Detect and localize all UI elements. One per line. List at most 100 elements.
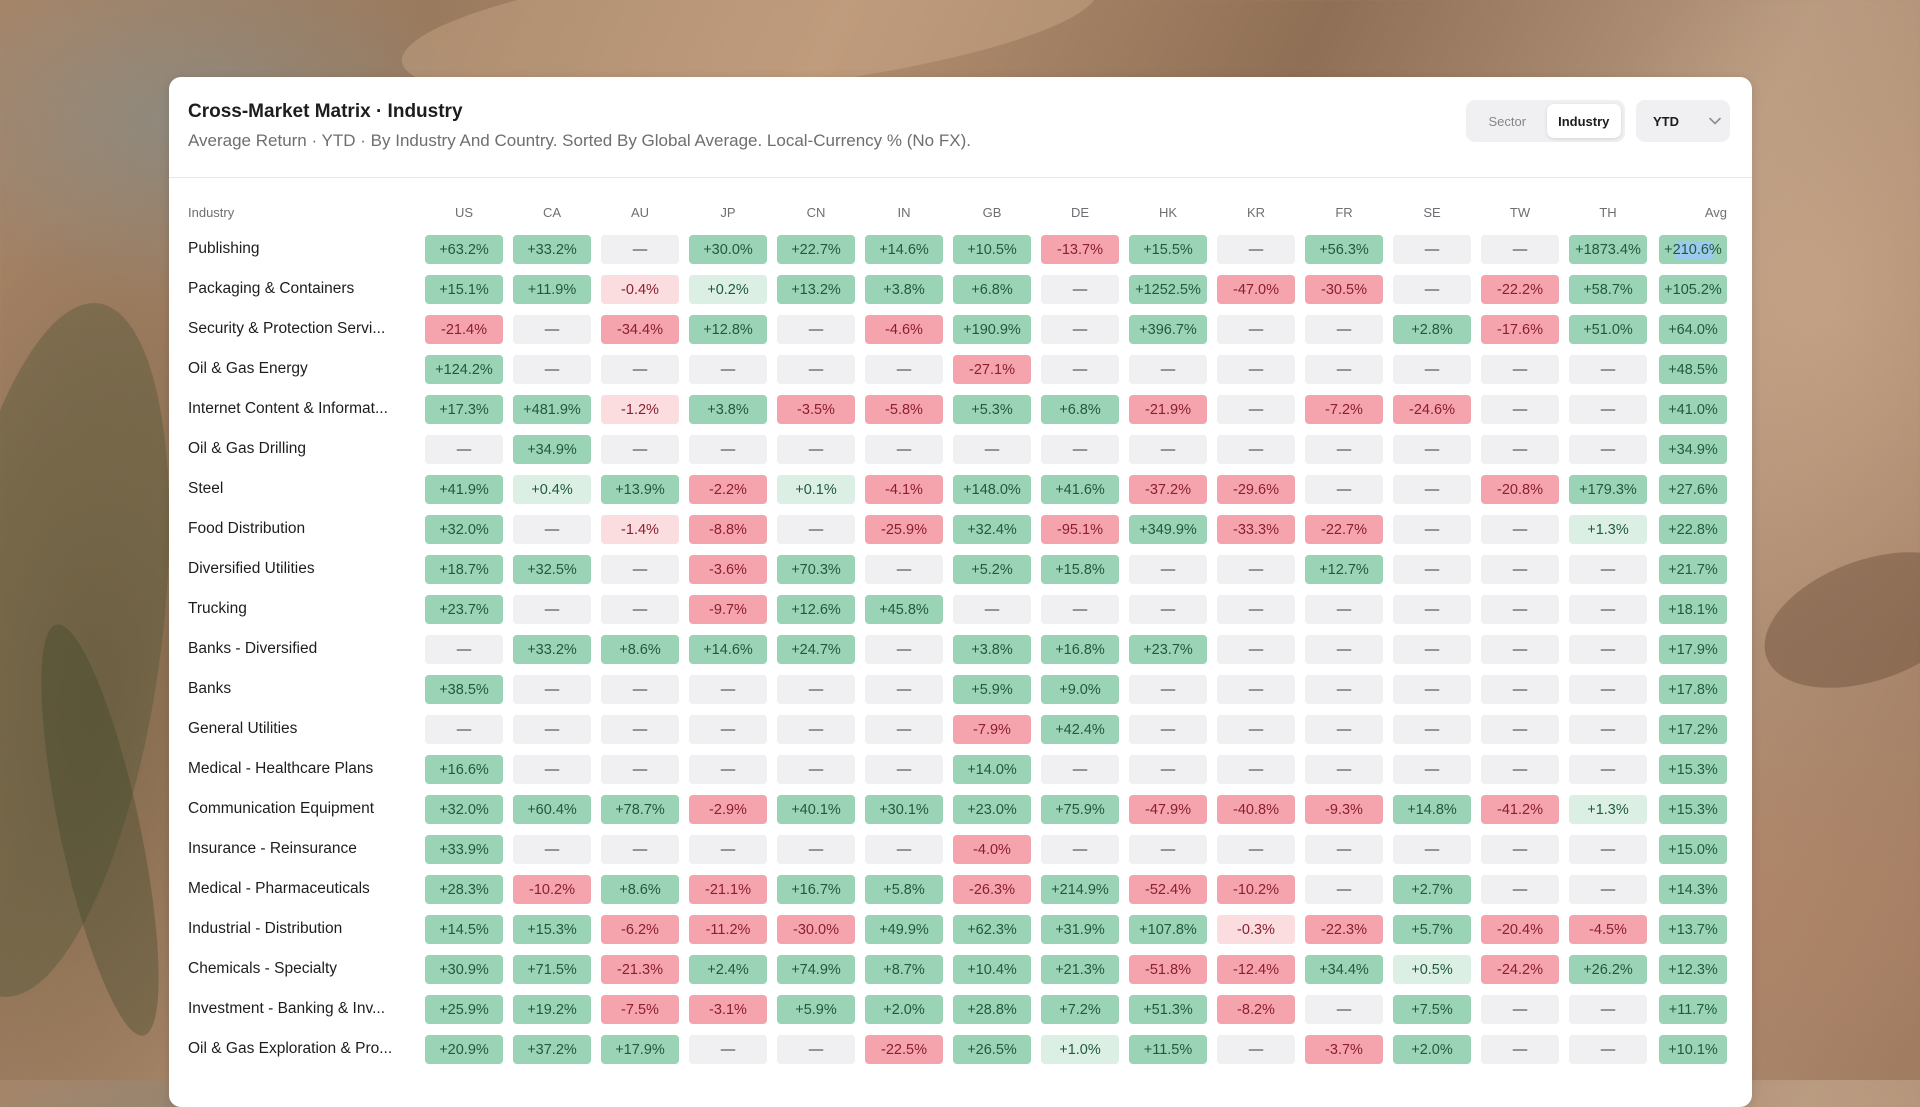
value-cell[interactable]: +12.7% bbox=[1305, 555, 1383, 584]
value-cell[interactable]: — bbox=[1217, 555, 1295, 584]
value-cell[interactable]: -27.1% bbox=[953, 355, 1031, 384]
value-cell[interactable]: +2.8% bbox=[1393, 315, 1471, 344]
value-cell[interactable]: — bbox=[1481, 555, 1559, 584]
value-cell[interactable]: +26.5% bbox=[953, 1035, 1031, 1064]
value-cell[interactable]: +15.5% bbox=[1129, 235, 1207, 264]
column-header-se[interactable]: SE bbox=[1423, 205, 1441, 220]
value-cell[interactable]: — bbox=[1481, 875, 1559, 904]
column-header-kr[interactable]: KR bbox=[1246, 205, 1266, 220]
value-cell[interactable]: -0.4% bbox=[601, 275, 679, 304]
value-cell[interactable]: — bbox=[601, 675, 679, 704]
value-cell[interactable]: -10.2% bbox=[513, 875, 591, 904]
value-cell[interactable]: +51.3% bbox=[1129, 995, 1207, 1024]
value-cell[interactable]: +19.2% bbox=[513, 995, 591, 1024]
value-cell[interactable]: -33.3% bbox=[1217, 515, 1295, 544]
value-cell[interactable]: — bbox=[1217, 675, 1295, 704]
average-cell[interactable]: +15.3% bbox=[1659, 795, 1727, 824]
value-cell[interactable]: — bbox=[1569, 675, 1647, 704]
value-cell[interactable]: +15.8% bbox=[1041, 555, 1119, 584]
value-cell[interactable]: — bbox=[425, 635, 503, 664]
value-cell[interactable]: — bbox=[1041, 435, 1119, 464]
value-cell[interactable]: — bbox=[1569, 635, 1647, 664]
value-cell[interactable]: -95.1% bbox=[1041, 515, 1119, 544]
value-cell[interactable]: -1.4% bbox=[601, 515, 679, 544]
value-cell[interactable]: — bbox=[1305, 595, 1383, 624]
value-cell[interactable]: +14.5% bbox=[425, 915, 503, 944]
table-row[interactable]: Steel +41.9% +0.4% +13.9% -2.2% +0.1% -4.1% +14… bbox=[169, 469, 1752, 509]
average-cell[interactable]: +64.0% bbox=[1659, 315, 1727, 344]
value-cell[interactable]: — bbox=[689, 835, 767, 864]
value-cell[interactable]: — bbox=[1569, 1035, 1647, 1064]
value-cell[interactable]: +60.4% bbox=[513, 795, 591, 824]
value-cell[interactable]: — bbox=[777, 315, 855, 344]
value-cell[interactable]: +5.9% bbox=[953, 675, 1031, 704]
value-cell[interactable]: +18.7% bbox=[425, 555, 503, 584]
value-cell[interactable]: +12.8% bbox=[689, 315, 767, 344]
value-cell[interactable]: +21.3% bbox=[1041, 955, 1119, 984]
value-cell[interactable]: -3.7% bbox=[1305, 1035, 1383, 1064]
value-cell[interactable]: +8.7% bbox=[865, 955, 943, 984]
value-cell[interactable]: — bbox=[425, 435, 503, 464]
average-cell[interactable]: +11.7% bbox=[1659, 995, 1727, 1024]
value-cell[interactable]: +148.0% bbox=[953, 475, 1031, 504]
value-cell[interactable]: — bbox=[1217, 595, 1295, 624]
value-cell[interactable]: — bbox=[777, 835, 855, 864]
value-cell[interactable]: +32.0% bbox=[425, 795, 503, 824]
value-cell[interactable]: -3.6% bbox=[689, 555, 767, 584]
value-cell[interactable]: +24.7% bbox=[777, 635, 855, 664]
value-cell[interactable]: +14.0% bbox=[953, 755, 1031, 784]
value-cell[interactable]: — bbox=[1393, 515, 1471, 544]
column-header-tw[interactable]: TW bbox=[1509, 205, 1531, 220]
toggle-industry-button[interactable]: Industry bbox=[1546, 104, 1621, 138]
value-cell[interactable]: +16.7% bbox=[777, 875, 855, 904]
value-cell[interactable]: +11.9% bbox=[513, 275, 591, 304]
column-header-avg[interactable]: Avg bbox=[1704, 205, 1727, 220]
value-cell[interactable]: +31.9% bbox=[1041, 915, 1119, 944]
value-cell[interactable]: — bbox=[1041, 355, 1119, 384]
table-row[interactable]: Investment - Banking & Inv... +25.9% +19.2… bbox=[169, 989, 1752, 1029]
value-cell[interactable]: — bbox=[1569, 755, 1647, 784]
value-cell[interactable]: +7.5% bbox=[1393, 995, 1471, 1024]
value-cell[interactable]: +2.7% bbox=[1393, 875, 1471, 904]
average-cell[interactable]: +17.9% bbox=[1659, 635, 1727, 664]
value-cell[interactable]: — bbox=[865, 715, 943, 744]
value-cell[interactable]: +3.8% bbox=[689, 395, 767, 424]
value-cell[interactable]: +33.2% bbox=[513, 235, 591, 264]
value-cell[interactable]: — bbox=[1305, 715, 1383, 744]
value-cell[interactable]: — bbox=[777, 435, 855, 464]
value-cell[interactable]: — bbox=[689, 1035, 767, 1064]
table-row[interactable]: Food Distribution +32.0% — -1.4% -8.8% — -25.9… bbox=[169, 509, 1752, 549]
value-cell[interactable]: — bbox=[601, 235, 679, 264]
column-header-cn[interactable]: CN bbox=[806, 205, 826, 220]
average-cell[interactable]: +105.2% bbox=[1659, 275, 1727, 304]
value-cell[interactable]: -51.8% bbox=[1129, 955, 1207, 984]
table-row[interactable]: Oil & Gas Energy +124.2% — — — — — -27.1% — — — — — —… bbox=[169, 349, 1752, 389]
value-cell[interactable]: +3.8% bbox=[953, 635, 1031, 664]
value-cell[interactable]: -7.2% bbox=[1305, 395, 1383, 424]
value-cell[interactable]: +1252.5% bbox=[1129, 275, 1207, 304]
value-cell[interactable]: +30.0% bbox=[689, 235, 767, 264]
value-cell[interactable]: +42.4% bbox=[1041, 715, 1119, 744]
value-cell[interactable]: +78.7% bbox=[601, 795, 679, 824]
value-cell[interactable]: — bbox=[601, 835, 679, 864]
value-cell[interactable]: +32.0% bbox=[425, 515, 503, 544]
value-cell[interactable]: — bbox=[1481, 715, 1559, 744]
value-cell[interactable]: +8.6% bbox=[601, 635, 679, 664]
value-cell[interactable]: — bbox=[1393, 675, 1471, 704]
value-cell[interactable]: +40.1% bbox=[777, 795, 855, 824]
value-cell[interactable]: +23.7% bbox=[1129, 635, 1207, 664]
value-cell[interactable]: +8.6% bbox=[601, 875, 679, 904]
value-cell[interactable]: — bbox=[777, 1035, 855, 1064]
value-cell[interactable]: — bbox=[953, 435, 1031, 464]
value-cell[interactable]: — bbox=[777, 675, 855, 704]
value-cell[interactable]: — bbox=[1569, 715, 1647, 744]
value-cell[interactable]: +481.9% bbox=[513, 395, 591, 424]
value-cell[interactable]: — bbox=[1041, 755, 1119, 784]
value-cell[interactable]: — bbox=[1217, 315, 1295, 344]
average-cell[interactable]: +15.0% bbox=[1659, 835, 1727, 864]
value-cell[interactable]: -29.6% bbox=[1217, 475, 1295, 504]
value-cell[interactable]: +71.5% bbox=[513, 955, 591, 984]
value-cell[interactable]: -8.2% bbox=[1217, 995, 1295, 1024]
value-cell[interactable]: — bbox=[1393, 475, 1471, 504]
value-cell[interactable]: +30.9% bbox=[425, 955, 503, 984]
